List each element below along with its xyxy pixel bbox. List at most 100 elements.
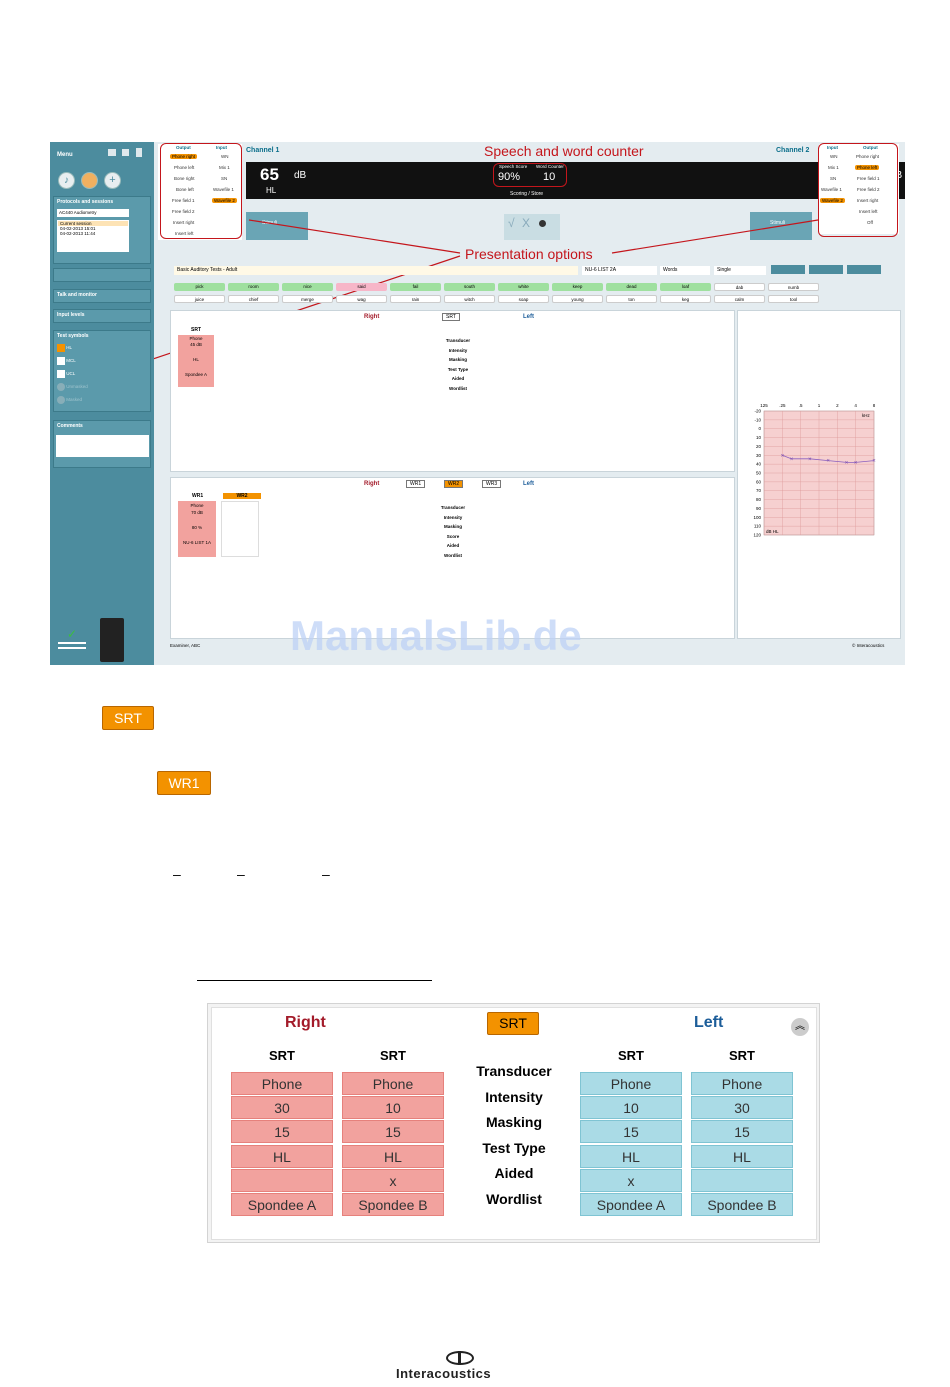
session-item[interactable]: 04-02-2013 15:01	[60, 226, 96, 231]
tone-icon[interactable]: ♪	[58, 172, 75, 189]
play-button[interactable]	[771, 265, 805, 274]
word-button[interactable]: fail	[390, 283, 441, 291]
wr3-tab[interactable]: WR3	[482, 480, 502, 488]
print-icon[interactable]	[108, 149, 116, 156]
result-cell: HL	[691, 1144, 793, 1168]
wr-panel: Right WR1 WR2 WR3 Left WR1 WR2 Phone 70 …	[170, 477, 735, 639]
word-button[interactable]: said	[336, 283, 387, 291]
input-option[interactable]: Mix 1	[219, 165, 230, 170]
menu-label[interactable]: Menu	[57, 152, 73, 158]
output-option[interactable]: Free field 1	[172, 198, 195, 203]
word-button[interactable]: chief	[228, 295, 279, 303]
pause-button[interactable]	[809, 265, 843, 274]
comments-input[interactable]	[56, 435, 149, 457]
word-button[interactable]: room	[228, 283, 279, 291]
toolbar-section	[53, 268, 151, 282]
output-option[interactable]: Phone left	[855, 165, 880, 170]
wr1-button-image: WR1	[157, 771, 211, 795]
correct-icon[interactable]: √	[508, 216, 515, 230]
word-button[interactable]: rain	[390, 295, 441, 303]
test-select[interactable]: Basic Auditory Tests - Adult	[174, 266, 578, 275]
ucl-symbol-icon	[57, 369, 65, 378]
input-option[interactable]: SN	[830, 176, 837, 181]
word-button[interactable]: keep	[552, 283, 603, 291]
protocol-select[interactable]: AC440 Audiometry	[57, 209, 129, 217]
words-select[interactable]: Words	[660, 266, 710, 275]
input-levels-section[interactable]: Input levels	[53, 309, 151, 323]
output-option[interactable]: Phone right	[856, 154, 880, 159]
output-option[interactable]: Phone right	[170, 154, 198, 159]
test-symbols-section: Test symbols HL MCL UCL Unmasked Masked	[53, 330, 151, 412]
word-button[interactable]: merge	[282, 295, 333, 303]
protocols-section: Protocols and sessions AC440 Audiometry …	[53, 196, 151, 264]
word-button[interactable]: pick	[174, 283, 225, 291]
input-option[interactable]: SN	[221, 176, 228, 181]
srt-tab[interactable]: SRT	[442, 313, 460, 321]
word-button[interactable]: loaf	[660, 283, 711, 291]
result-cell: 15	[691, 1120, 793, 1144]
y-tick-label: 80	[756, 497, 762, 502]
session-item[interactable]: Current session	[58, 221, 128, 226]
input-option[interactable]: Mix 1	[828, 165, 839, 170]
input-option[interactable]: Wavefile 2	[212, 198, 237, 203]
output-option[interactable]: Insert left	[859, 209, 878, 214]
record-icon[interactable]	[538, 220, 546, 227]
word-button[interactable]: white	[498, 283, 549, 291]
output-option[interactable]: Free field 2	[172, 209, 195, 214]
device-icon[interactable]	[136, 148, 142, 157]
scoring-store[interactable]: Scoring / Store	[510, 191, 544, 197]
save-icon[interactable]	[122, 149, 129, 156]
add-icon[interactable]: +	[104, 172, 121, 189]
talk-monitor-section[interactable]: Talk and monitor	[53, 289, 151, 303]
session-item[interactable]: 04-02-2013 11:44	[60, 231, 96, 236]
word-button[interactable]: ton	[606, 295, 657, 303]
output-option[interactable]: Free field 1	[857, 176, 880, 181]
word-counter-label: Word Counter	[536, 164, 564, 169]
word-button[interactable]: south	[444, 283, 495, 291]
output-option[interactable]: Bone right	[174, 176, 195, 181]
speech-icon[interactable]	[81, 172, 98, 189]
word-button[interactable]: numb	[768, 283, 819, 291]
input-option[interactable]: Wavefile 2	[820, 198, 845, 203]
word-button[interactable]: calm	[714, 295, 765, 303]
word-button[interactable]: soap	[498, 295, 549, 303]
output-option[interactable]: Insert left	[175, 231, 194, 236]
ch1-unit: dB	[294, 170, 307, 181]
x-tick-label: .25	[779, 403, 786, 408]
row-label: Intensity	[448, 347, 468, 353]
output-option[interactable]: Phone left	[174, 165, 195, 170]
output-option[interactable]: Off	[867, 220, 873, 225]
srt-tab[interactable]: SRT	[487, 1012, 539, 1035]
speech-score-label: Speech Score	[499, 164, 528, 169]
output-option[interactable]: Insert right	[173, 220, 195, 225]
output-option[interactable]: Insert right	[857, 198, 879, 203]
word-button[interactable]: dead	[606, 283, 657, 291]
brand-name: Interacoustics	[396, 1366, 492, 1381]
input-option[interactable]: Wavefile 1	[821, 187, 842, 192]
word-button[interactable]: nice	[282, 283, 333, 291]
row-label: Masking	[448, 357, 467, 362]
wr2-tab[interactable]: WR2	[444, 480, 464, 488]
word-button[interactable]: tool	[768, 295, 819, 303]
wr1-tab[interactable]: WR1	[406, 480, 426, 488]
symbol-label: UCL	[66, 371, 76, 376]
input-header: Input	[827, 145, 838, 150]
stop-button[interactable]	[847, 265, 881, 274]
list-select[interactable]: NU-6 LIST 2A	[582, 266, 657, 275]
word-button[interactable]: wag	[336, 295, 387, 303]
single-select[interactable]: Single	[714, 266, 766, 275]
word-button[interactable]: witch	[444, 295, 495, 303]
word-button[interactable]: keg	[660, 295, 711, 303]
word-button[interactable]: juice	[174, 295, 225, 303]
row-label: Aided	[494, 1165, 534, 1182]
column-header: SRT	[729, 1048, 755, 1063]
word-button[interactable]: young	[552, 295, 603, 303]
collapse-icon[interactable]: ︽	[791, 1018, 809, 1036]
input-option[interactable]: Wavefile 1	[213, 187, 234, 192]
word-button[interactable]: dab	[714, 283, 765, 291]
output-option[interactable]: Free field 2	[857, 187, 880, 192]
input-option[interactable]: WN	[221, 154, 229, 159]
output-option[interactable]: Bone left	[176, 187, 194, 192]
incorrect-icon[interactable]: X	[522, 216, 531, 230]
input-option[interactable]: WN	[830, 154, 838, 159]
